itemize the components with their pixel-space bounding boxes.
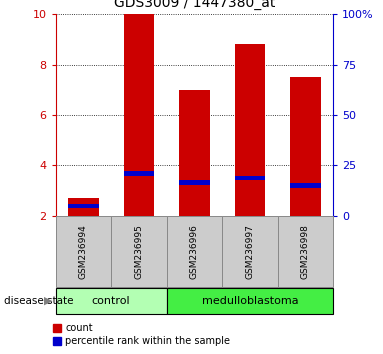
Text: GSM236994: GSM236994	[79, 224, 88, 279]
Bar	[179, 90, 210, 216]
Bar	[290, 77, 321, 216]
Bar	[179, 180, 210, 185]
Text: GSM236995: GSM236995	[134, 224, 143, 279]
Bar	[222, 216, 278, 287]
Bar	[290, 183, 321, 188]
Text: disease state: disease state	[4, 296, 73, 306]
Bar	[235, 176, 265, 180]
Bar	[278, 216, 333, 287]
Bar	[68, 204, 98, 209]
Bar	[56, 288, 167, 314]
Text: control: control	[92, 296, 130, 306]
Bar	[68, 198, 98, 216]
Bar	[111, 216, 167, 287]
Bar	[167, 288, 333, 314]
Bar	[56, 216, 111, 287]
Bar	[235, 45, 265, 216]
Text: GSM236996: GSM236996	[190, 224, 199, 279]
Text: ▶: ▶	[44, 296, 52, 306]
Title: GDS3009 / 1447380_at: GDS3009 / 1447380_at	[114, 0, 275, 10]
Text: medulloblastoma: medulloblastoma	[201, 296, 298, 306]
Legend: count, percentile rank within the sample: count, percentile rank within the sample	[53, 324, 231, 346]
Bar	[124, 171, 154, 176]
Text: GSM236998: GSM236998	[301, 224, 310, 279]
Text: GSM236997: GSM236997	[246, 224, 254, 279]
Bar	[167, 216, 222, 287]
Bar	[124, 14, 154, 216]
